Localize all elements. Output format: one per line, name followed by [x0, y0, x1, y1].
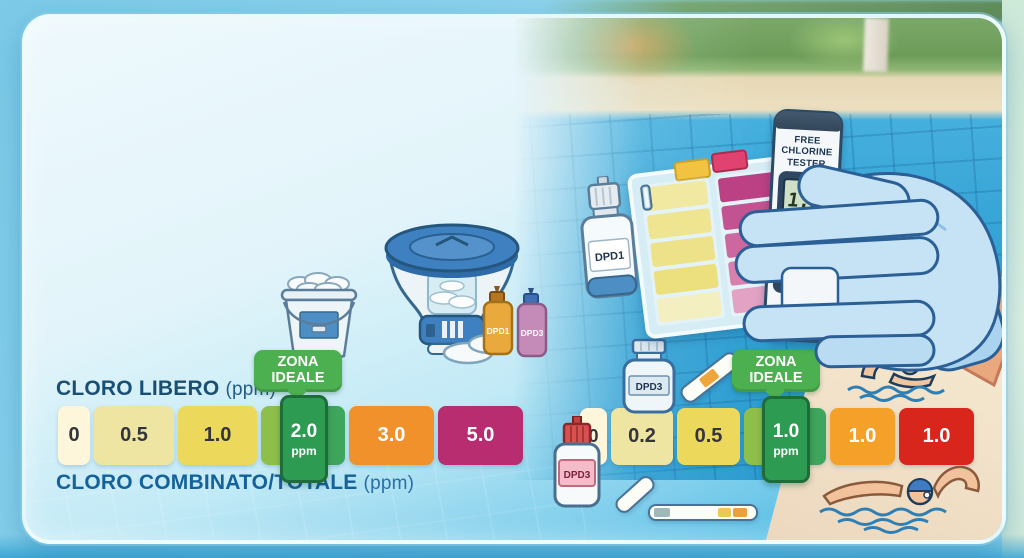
ideal-zone-badge-combined-text: ZONA IDEALE: [749, 354, 803, 386]
combined-chlorine-title: CLORO COMBINATO/TOTALE (ppm): [56, 471, 414, 495]
swimmer-crawl-icon: [819, 465, 980, 534]
ideal-pill-free: 2.0 ppm: [280, 395, 328, 483]
dpd3-dropper-label: DPD3: [564, 470, 591, 481]
free-scale-cell: 0.5: [94, 406, 174, 465]
ideal-zone-badge-combined: ZONA IDEALE: [732, 350, 820, 401]
dpd1-dropper-label: DPD1: [594, 250, 624, 265]
dpd3-dropper-bottle: DPD3: [553, 416, 601, 508]
card: DPD1 DPD3 DPD1: [22, 14, 1006, 544]
dpd1-dropper-bottle: DPD1: [580, 174, 639, 299]
free-scale-cell: 0: [58, 406, 90, 465]
dpd3-jar: DPD3: [622, 338, 676, 414]
ideal-unit-free: ppm: [291, 443, 317, 458]
ideal-value-free: 2.0: [290, 420, 318, 442]
combined-scale-cell: 1.0: [830, 408, 895, 465]
chlorine-tablets-bucket: [280, 272, 358, 361]
swatch-column-yellow-light: [639, 176, 726, 327]
combined-scale-cell: 0.5: [677, 408, 740, 465]
tester-cap: [775, 110, 842, 132]
ideal-pill-combined: 1.0 ppm: [762, 396, 810, 483]
dpd-reagent-bottles: DPD1 DPD3: [482, 286, 548, 358]
dpd3-small-label: DPD3: [521, 328, 544, 338]
gloved-hand: [734, 164, 1002, 388]
dpd3-jar-label: DPD3: [636, 382, 663, 393]
ideal-zone-badge-free-text: ZONA IDEALE: [271, 354, 325, 386]
combined-chlorine-title-unit: (ppm): [363, 473, 415, 494]
ideal-unit-combined: ppm: [773, 444, 799, 458]
free-scale-cell: 3.0: [349, 406, 434, 465]
free-scale-cell: 5.0: [438, 406, 523, 465]
umbrella-post: [863, 18, 889, 73]
ideal-value-combined: 1.0: [772, 421, 800, 442]
combined-scale-cell: 0.2: [611, 408, 673, 465]
ideal-zone-badge-free: ZONA IDEALE: [254, 350, 342, 401]
free-chlorine-title: CLORO LIBERO (ppm): [56, 377, 276, 401]
combined-scale-cell: 1.0: [899, 408, 974, 465]
dpd1-small-label: DPD1: [487, 326, 510, 336]
background-right-strip: [1002, 0, 1024, 558]
free-scale-cell: 1.0: [178, 406, 257, 465]
free-chlorine-title-text: CLORO LIBERO: [56, 377, 220, 400]
test-strip-horizontal: [648, 504, 758, 521]
